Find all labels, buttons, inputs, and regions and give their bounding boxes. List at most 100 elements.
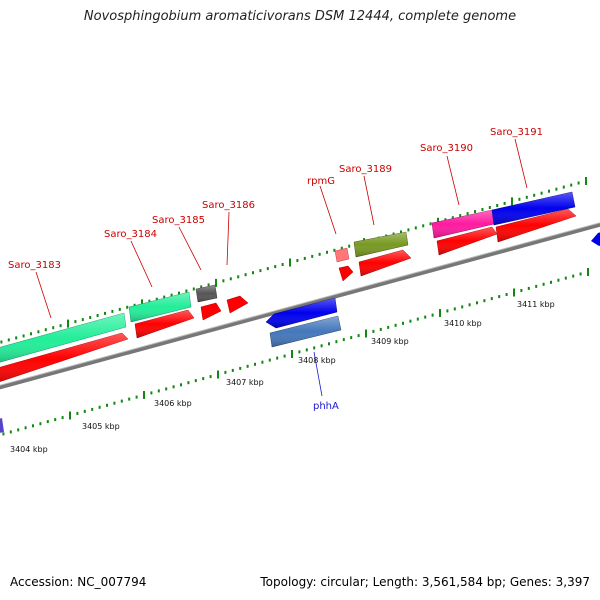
gene-label[interactable]: Saro_3185 (152, 215, 205, 226)
minor-tick (490, 297, 493, 301)
minor-tick (333, 248, 336, 252)
minor-tick (387, 325, 390, 329)
cds-feature[interactable] (200, 302, 222, 321)
cds-track (0, 208, 577, 382)
minor-tick (209, 375, 212, 379)
map-title: Novosphingobium aromaticivorans DSM 1244… (83, 9, 517, 24)
minor-tick (461, 305, 464, 309)
minor-tick (527, 286, 530, 290)
kbp-label: 3406 kbp (154, 399, 192, 408)
minor-tick (276, 356, 279, 360)
label-leaders (35, 138, 528, 397)
cds-feature[interactable] (226, 295, 249, 314)
major-tick (289, 258, 291, 267)
minor-tick (106, 403, 108, 407)
minor-tick (311, 254, 314, 258)
minor-tick (194, 379, 197, 383)
minor-tick (422, 224, 425, 228)
gene-label[interactable]: Saro_3191 (490, 127, 543, 138)
minor-tick (113, 401, 116, 405)
minor-tick (557, 278, 560, 282)
major-tick (291, 350, 293, 358)
minor-tick (496, 204, 499, 207)
minor-tick (185, 289, 188, 293)
minor-tick (431, 313, 434, 317)
minor-tick (52, 326, 55, 330)
minor-tick (518, 197, 521, 201)
gene-label[interactable]: rpmG (307, 176, 335, 187)
genome-backbone (0, 222, 600, 390)
minor-tick (261, 360, 264, 364)
gene-label[interactable]: Saro_3183 (8, 260, 61, 271)
minor-tick (466, 212, 469, 216)
minor-tick (76, 411, 79, 415)
cds-feature[interactable] (338, 265, 354, 282)
major-tick (439, 309, 441, 317)
gene-label[interactable]: Saro_3190 (420, 143, 473, 154)
minor-tick (74, 320, 77, 324)
minor-tick (266, 267, 269, 271)
minor-tick (555, 187, 558, 191)
minor-tick (564, 276, 567, 280)
minor-tick (348, 244, 351, 248)
minor-tick (305, 348, 308, 352)
minor-tick (32, 424, 34, 428)
minor-tick (200, 285, 203, 289)
minor-tick (542, 282, 545, 286)
gene-label[interactable]: Saro_3189 (339, 164, 392, 175)
major-tick (365, 329, 367, 338)
minor-tick (224, 370, 227, 374)
minor-tick (488, 206, 491, 209)
minor-tick (476, 301, 478, 305)
minor-tick (61, 416, 64, 420)
major-tick (513, 288, 515, 297)
minor-tick (9, 430, 12, 434)
feature-track (0, 191, 600, 434)
minor-tick (254, 362, 256, 366)
minor-tick (298, 350, 301, 354)
minor-tick (155, 297, 158, 301)
minor-tick (96, 314, 99, 317)
minor-tick (2, 432, 5, 436)
summary-text: Topology: circular; Length: 3,561,584 bp… (260, 575, 590, 589)
gene-label[interactable]: phhA (313, 401, 339, 412)
minor-tick (320, 344, 323, 348)
minor-tick (579, 272, 582, 276)
feature-blue[interactable] (591, 231, 600, 246)
minor-tick (429, 222, 432, 226)
minor-tick (313, 346, 316, 350)
kbp-label: 3411 kbp (517, 300, 555, 309)
minor-tick (24, 426, 27, 430)
minor-tick (540, 191, 543, 195)
minor-tick (148, 299, 151, 303)
minor-tick (133, 303, 136, 307)
minor-tick (44, 328, 47, 332)
minor-tick (548, 189, 550, 193)
minor-tick (483, 299, 486, 303)
minor-tick (104, 311, 106, 315)
minor-tick (451, 216, 454, 220)
minor-tick (342, 338, 345, 342)
minor-tick (172, 385, 175, 389)
feature-lightred[interactable] (334, 247, 350, 263)
minor-tick (178, 291, 180, 295)
feature-purple[interactable] (0, 418, 4, 434)
minor-tick (268, 358, 271, 362)
minor-tick (535, 284, 538, 288)
minor-tick (525, 195, 528, 199)
minor-tick (7, 338, 10, 342)
minor-tick (350, 336, 353, 340)
minor-tick (459, 214, 462, 218)
minor-tick (340, 246, 343, 250)
lower-tick-track (2, 268, 589, 436)
minor-tick (296, 259, 299, 262)
gene-label[interactable]: Saro_3186 (202, 200, 255, 211)
minor-tick (303, 256, 306, 260)
minor-tick (17, 428, 20, 432)
minor-tick (503, 201, 506, 205)
minor-tick (39, 422, 42, 426)
reverse-cds-track (269, 315, 342, 348)
gene-label[interactable]: Saro_3184 (104, 229, 157, 240)
minor-tick (372, 329, 375, 333)
minor-tick (357, 334, 360, 338)
